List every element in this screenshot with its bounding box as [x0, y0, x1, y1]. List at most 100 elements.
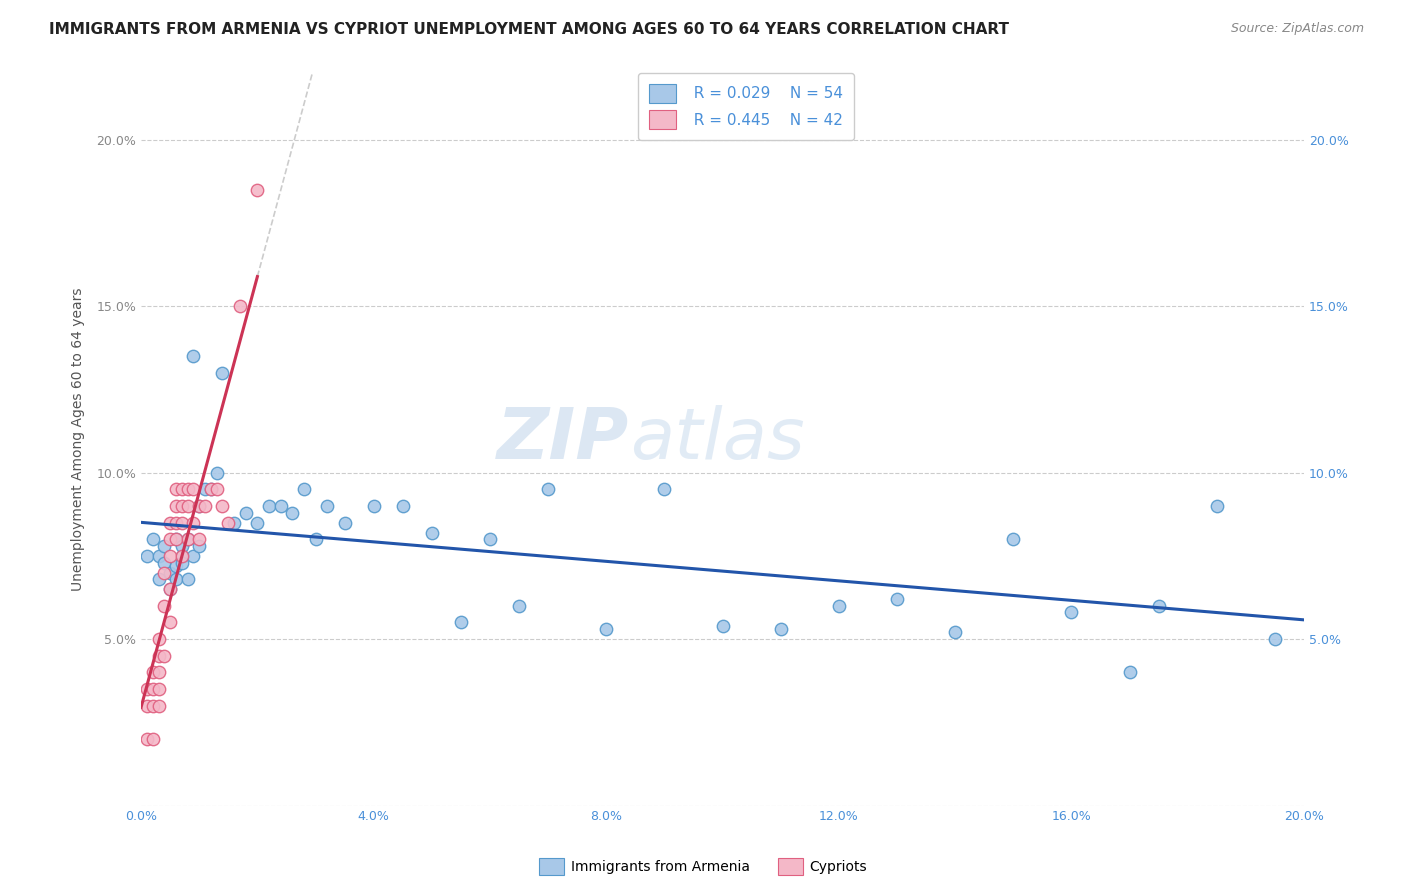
- Point: [135, 549, 157, 563]
- Point: [194, 499, 217, 513]
- Point: [217, 516, 239, 530]
- Point: [153, 648, 176, 663]
- Text: Source: ZipAtlas.com: Source: ZipAtlas.com: [1230, 22, 1364, 36]
- Point: [1147, 599, 1170, 613]
- Point: [270, 499, 292, 513]
- Point: [183, 482, 205, 496]
- Point: [159, 566, 181, 580]
- Point: [142, 532, 165, 546]
- Point: [165, 558, 187, 573]
- Point: [188, 499, 211, 513]
- Point: [148, 549, 170, 563]
- Point: [170, 499, 193, 513]
- Point: [420, 525, 443, 540]
- Point: [1264, 632, 1286, 646]
- Point: [281, 506, 304, 520]
- Point: [148, 648, 170, 663]
- Point: [148, 572, 170, 586]
- Point: [165, 572, 187, 586]
- Point: [153, 599, 176, 613]
- Point: [1060, 606, 1083, 620]
- Point: [170, 482, 193, 496]
- Point: [135, 681, 157, 696]
- Point: [450, 615, 472, 630]
- Point: [224, 516, 246, 530]
- Point: [165, 532, 187, 546]
- Point: [200, 482, 222, 496]
- Point: [188, 499, 211, 513]
- Point: [1118, 665, 1140, 680]
- Point: [159, 615, 181, 630]
- Point: [595, 622, 617, 636]
- Point: [165, 499, 187, 513]
- Point: [194, 482, 217, 496]
- Point: [257, 499, 280, 513]
- Point: [176, 532, 198, 546]
- Point: [165, 516, 187, 530]
- Point: [176, 532, 198, 546]
- Text: ZIP: ZIP: [498, 405, 630, 474]
- Point: [170, 516, 193, 530]
- Point: [176, 482, 198, 496]
- Point: [135, 731, 157, 746]
- Point: [292, 482, 315, 496]
- Legend: Immigrants from Armenia, Cypriots: Immigrants from Armenia, Cypriots: [533, 853, 873, 880]
- Point: [142, 731, 165, 746]
- Point: [316, 499, 339, 513]
- Point: [183, 349, 205, 363]
- Point: [135, 698, 157, 713]
- Point: [170, 549, 193, 563]
- Point: [148, 681, 170, 696]
- Point: [183, 549, 205, 563]
- Point: [246, 182, 269, 196]
- Point: [943, 625, 966, 640]
- Point: [304, 532, 326, 546]
- Y-axis label: Unemployment Among Ages 60 to 64 years: Unemployment Among Ages 60 to 64 years: [72, 287, 86, 591]
- Point: [159, 532, 181, 546]
- Text: IMMIGRANTS FROM ARMENIA VS CYPRIOT UNEMPLOYMENT AMONG AGES 60 TO 64 YEARS CORREL: IMMIGRANTS FROM ARMENIA VS CYPRIOT UNEMP…: [49, 22, 1010, 37]
- Point: [333, 516, 356, 530]
- Point: [478, 532, 501, 546]
- Point: [159, 582, 181, 596]
- Point: [886, 592, 908, 607]
- Point: [153, 566, 176, 580]
- Point: [176, 499, 198, 513]
- Point: [142, 698, 165, 713]
- Point: [246, 516, 269, 530]
- Point: [188, 539, 211, 553]
- Point: [170, 549, 193, 563]
- Point: [1002, 532, 1025, 546]
- Point: [170, 556, 193, 570]
- Point: [235, 506, 257, 520]
- Point: [165, 532, 187, 546]
- Point: [205, 482, 228, 496]
- Point: [828, 599, 851, 613]
- Point: [537, 482, 560, 496]
- Point: [170, 539, 193, 553]
- Point: [391, 499, 413, 513]
- Point: [363, 499, 385, 513]
- Point: [183, 516, 205, 530]
- Point: [142, 665, 165, 680]
- Point: [769, 622, 792, 636]
- Point: [142, 681, 165, 696]
- Point: [211, 366, 233, 380]
- Point: [711, 619, 734, 633]
- Point: [153, 556, 176, 570]
- Point: [1205, 499, 1227, 513]
- Point: [148, 698, 170, 713]
- Point: [229, 299, 252, 313]
- Point: [188, 532, 211, 546]
- Point: [176, 572, 198, 586]
- Point: [148, 665, 170, 680]
- Text: atlas: atlas: [630, 405, 804, 474]
- Legend:   R = 0.029    N = 54,   R = 0.445    N = 42: R = 0.029 N = 54, R = 0.445 N = 42: [638, 73, 853, 140]
- Point: [200, 482, 222, 496]
- Point: [148, 632, 170, 646]
- Point: [654, 482, 676, 496]
- Point: [159, 516, 181, 530]
- Point: [159, 549, 181, 563]
- Point: [159, 582, 181, 596]
- Point: [165, 482, 187, 496]
- Point: [211, 499, 233, 513]
